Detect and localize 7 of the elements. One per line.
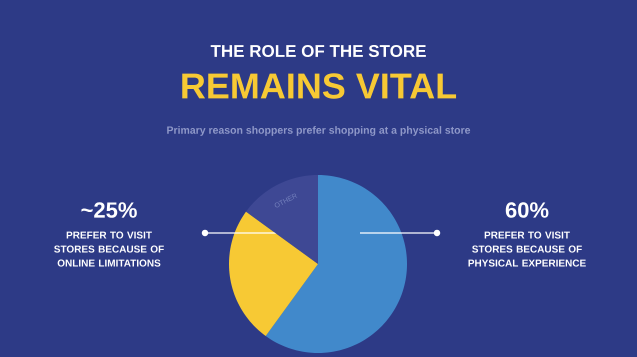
- chart-title: THE ROLE OF THE STORE: [210, 44, 426, 58]
- chart-subtitle: REMAINS VITAL: [182, 73, 456, 99]
- slice-label: PREFER TO VISIT STORES BECAUSE OF ONLINE LIMITATIONS: [54, 232, 164, 267]
- text: Primary reason shoppers prefer shopping at a physical store: [167, 126, 470, 136]
- data-label: 60%: [506, 202, 548, 218]
- slice-label: PREFER TO VISIT STORES BECAUSE OF PHYSICAL EXPERIENCE: [468, 232, 586, 267]
- data-label: ~25%: [81, 202, 137, 218]
